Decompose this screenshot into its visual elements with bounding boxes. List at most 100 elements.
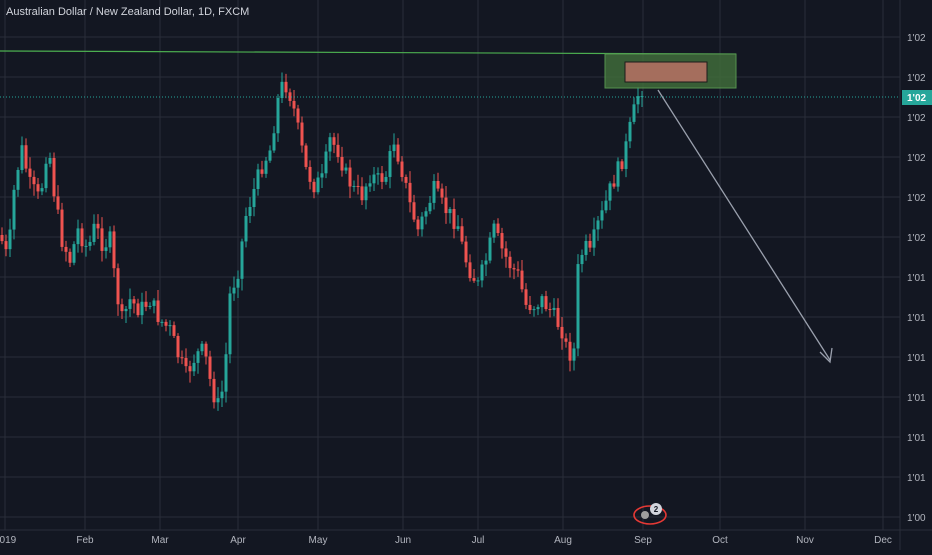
candle-body: [108, 231, 112, 248]
candle-body: [464, 241, 468, 263]
candle-body: [296, 108, 300, 123]
candle-body: [436, 181, 440, 189]
candle-body: [288, 92, 292, 101]
candle-body: [68, 251, 72, 263]
candle-body: [60, 209, 64, 247]
candle-body: [312, 181, 316, 193]
candle-body: [132, 299, 136, 304]
candle-body: [152, 300, 156, 306]
candle-body: [80, 228, 84, 247]
events-count-label: 2: [654, 505, 659, 514]
x-tick-label: 2019: [0, 535, 17, 546]
candle-body: [380, 173, 384, 182]
zone-inner-rectangle[interactable]: [624, 61, 708, 83]
x-tick-label: Nov: [796, 535, 814, 546]
x-tick-label: May: [309, 535, 328, 546]
candle-body: [616, 161, 620, 187]
candle-body: [468, 262, 472, 279]
candle-body: [32, 176, 36, 185]
candle-body: [564, 338, 568, 342]
candle-body: [420, 216, 424, 230]
candle-body: [428, 202, 432, 212]
x-tick-label: Oct: [712, 535, 728, 546]
candle-body: [400, 161, 404, 177]
x-tick-label: Sep: [634, 535, 652, 546]
candle-body: [440, 188, 444, 198]
candle-body: [376, 173, 380, 175]
x-tick-label: Jun: [395, 535, 411, 546]
candle-body: [372, 174, 376, 184]
y-tick-label: 1'02: [907, 193, 926, 204]
y-tick-label: 1'02: [907, 113, 926, 124]
candle-body: [392, 144, 396, 152]
candle-body: [196, 351, 200, 363]
candle-body: [524, 289, 528, 305]
events-icon[interactable]: [633, 505, 667, 525]
y-tick-label: 1'02: [907, 33, 926, 44]
candle-body: [136, 303, 140, 316]
x-tick-label: Aug: [554, 535, 572, 546]
candle-body: [556, 307, 560, 327]
candle-body: [124, 308, 128, 312]
candle-body: [212, 378, 216, 403]
candle-body: [520, 270, 524, 290]
candle-body: [432, 181, 436, 203]
candle-body: [112, 231, 116, 269]
candle-body: [596, 220, 600, 230]
candle-body: [36, 184, 40, 192]
candle-body: [0, 235, 4, 242]
y-tick-label: 1'01: [907, 393, 926, 404]
candle-body: [144, 301, 148, 307]
candle-body: [568, 341, 572, 361]
candle-body: [96, 223, 100, 229]
candle-body: [324, 151, 328, 174]
candle-body: [188, 366, 192, 372]
candle-body: [64, 246, 68, 252]
events-count-icon[interactable]: [650, 503, 662, 515]
candle-body: [204, 343, 208, 357]
candle-body: [580, 254, 584, 265]
x-tick-label: Apr: [230, 535, 246, 546]
candle-body: [636, 96, 640, 105]
candle-body: [608, 183, 612, 201]
y-tick-label: 1'01: [907, 473, 926, 484]
event-dot-icon: [641, 511, 649, 519]
candle-body: [600, 210, 604, 221]
candle-body: [232, 287, 236, 294]
projection-arrow-line[interactable]: [657, 89, 831, 361]
candle-body: [364, 186, 368, 201]
y-tick-label: 1'02: [907, 73, 926, 84]
candle-body: [384, 176, 388, 182]
candle-body: [624, 141, 628, 169]
candle-body: [72, 244, 76, 263]
candle-body: [208, 356, 212, 379]
candle-body: [92, 223, 96, 242]
candle-body: [120, 304, 124, 312]
candle-body: [560, 326, 564, 339]
candle-body: [456, 226, 460, 229]
y-tick-label: 1'01: [907, 353, 926, 364]
candle-body: [336, 144, 340, 157]
candle-body: [56, 196, 60, 210]
y-tick-label: 1'02: [907, 153, 926, 164]
candle-body: [168, 325, 172, 327]
candle-body: [448, 209, 452, 214]
candle-body: [452, 209, 456, 229]
candle-body: [408, 182, 412, 203]
candle-body: [504, 248, 508, 257]
candle-body: [396, 144, 400, 162]
y-tick-label: 1'01: [907, 313, 926, 324]
candle-body: [496, 223, 500, 234]
candle-body: [344, 167, 348, 171]
candle-body: [544, 296, 548, 310]
candle-body: [348, 167, 352, 187]
candle-body: [244, 215, 248, 242]
current-price-label-bg: [902, 90, 932, 105]
candle-body: [328, 137, 332, 152]
candle-body: [316, 177, 320, 193]
candle-body: [340, 156, 344, 171]
candle-body: [200, 343, 204, 352]
